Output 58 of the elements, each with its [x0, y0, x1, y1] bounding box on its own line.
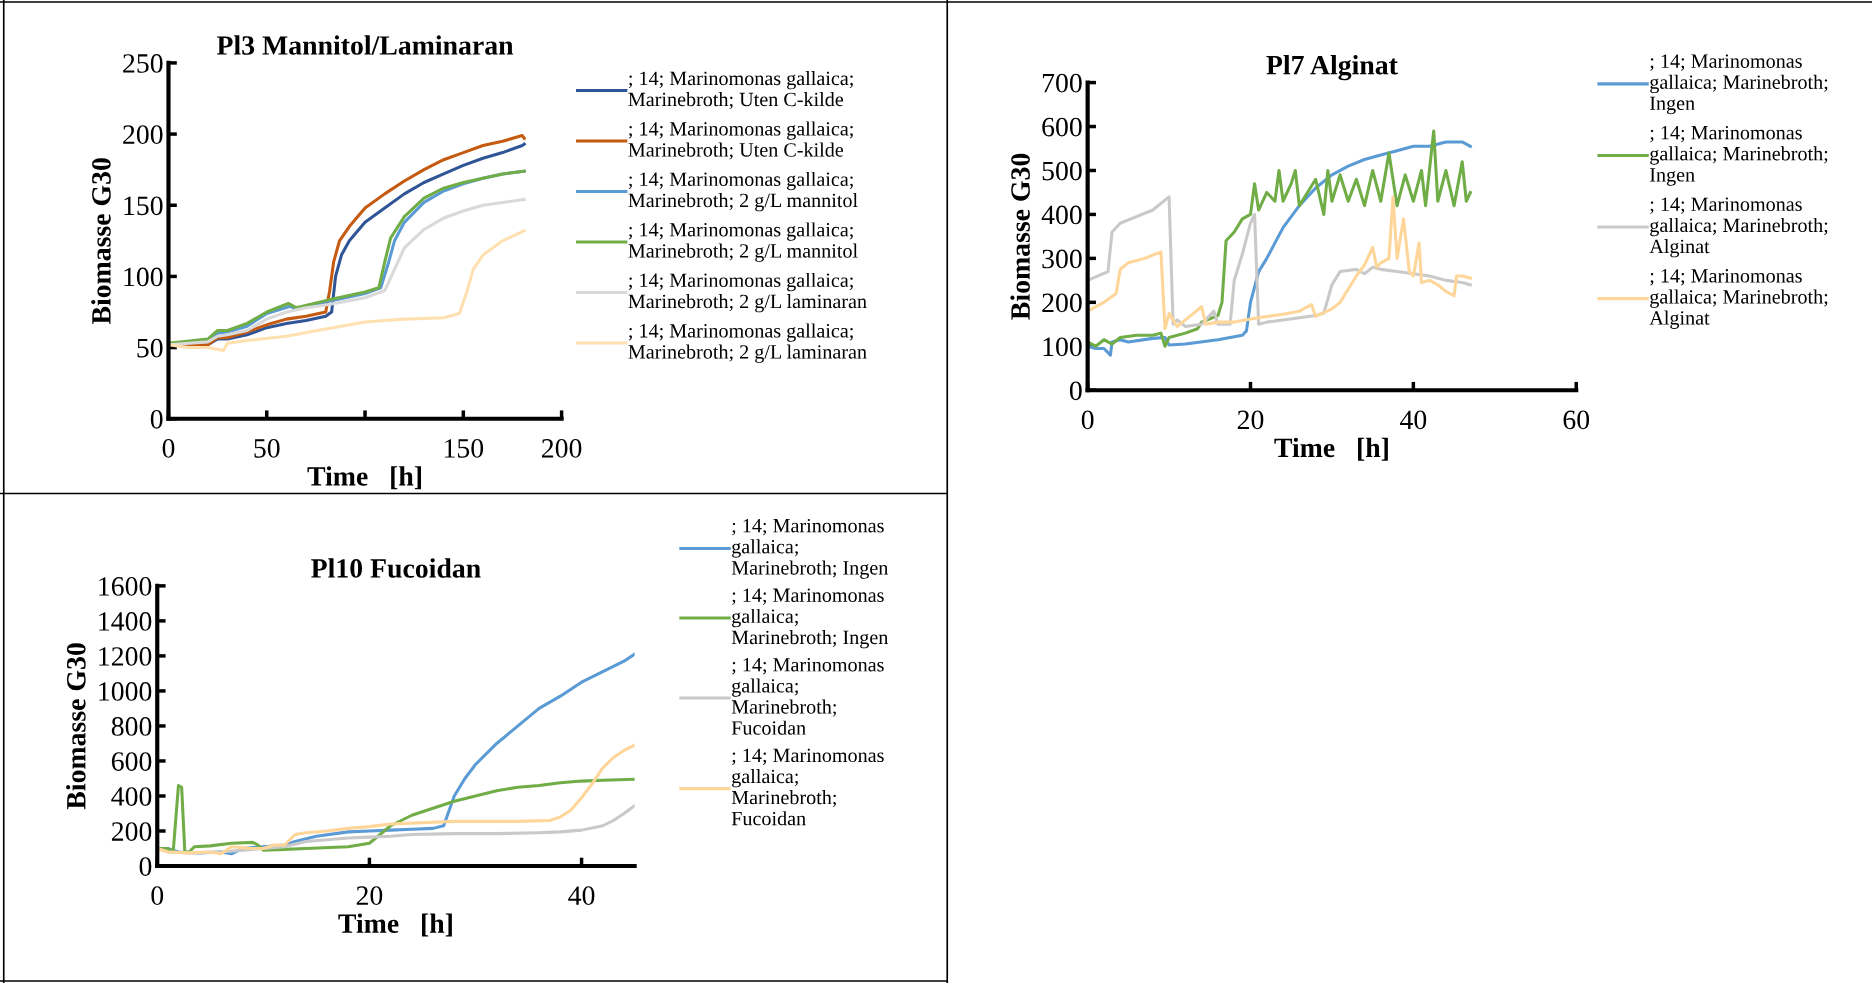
y-tick-label: 200	[111, 822, 152, 841]
y-tick-label: 100	[1043, 337, 1082, 357]
legend-label: ; 14; Marinomonas gallaica; Marinebroth; Ingen	[731, 518, 889, 579]
y-tick-label: 0	[139, 857, 152, 876]
x-tick-label: 40	[1400, 410, 1427, 430]
legend-label: ; 14; Marinomonas gallaica; Marinebroth; 2 g/L mannitol	[628, 222, 858, 262]
line-series	[157, 777, 635, 854]
x-axis-title: Time [h]	[338, 913, 452, 937]
x-tick-label: 150	[444, 439, 484, 458]
y-tick-label: 200	[1042, 293, 1082, 313]
y-tick-label: 200	[123, 125, 163, 144]
y-axis-title: Biomasse G30	[66, 643, 86, 810]
y-axis-title: Biomasse G30	[1010, 153, 1030, 320]
legend-label: ; 14; Marinomonas gallaica; Marinebroth; Fucoidan	[731, 748, 884, 826]
legend-label: ; 14; Marinomonas gallaica; Marinebroth; 2 g/L laminaran	[628, 272, 867, 313]
legend-label: ; 14; Marinomonas gallaica; Marinebroth; Uten C-kilde	[628, 121, 853, 160]
y-tick-label: 400	[111, 787, 152, 806]
legend-label: ; 14; Marinomonas gallaica; Marinebroth; Ingen	[731, 588, 889, 649]
x-tick-label: 40	[568, 886, 595, 906]
x-tick-label: 0	[162, 439, 175, 458]
y-tick-label: 700	[1042, 73, 1082, 93]
legend-label: ; 14; Marinomonas gallaica; Marinebroth; Uten C-kilde	[628, 70, 853, 110]
legend-label: ; 14; Marinomonas gallaica; Marinebroth; Alginat	[1649, 197, 1828, 258]
line-series	[168, 229, 526, 352]
x-axis-title: Time [h]	[307, 466, 421, 490]
y-tick-label: 600	[111, 752, 152, 771]
y-axis-title: Biomasse G30	[91, 158, 111, 325]
chart-title: Pl10 Fucoidan	[311, 558, 481, 578]
y-tick-label: 1000	[99, 682, 152, 701]
y-tick-label: 400	[1041, 205, 1082, 225]
legend-label: ; 14; Marinomonas gallaica; Marinebroth; Alginat	[1649, 269, 1828, 329]
y-tick-label: 50	[137, 338, 163, 358]
x-tick-label: 50	[254, 439, 280, 458]
x-tick-label: 20	[356, 886, 383, 906]
y-tick-label: 250	[123, 54, 163, 73]
legend-label: ; 14; Marinomonas gallaica; Marinebroth; Fucoidan	[731, 658, 884, 735]
legend-label: ; 14; Marinomonas gallaica; Marinebroth; 2 g/L laminaran	[628, 323, 867, 363]
y-tick-label: 100	[124, 267, 163, 287]
x-axis-title: Time [h]	[1274, 437, 1388, 461]
line-series	[168, 198, 526, 347]
y-tick-label: 1400	[99, 612, 152, 631]
legend-label: ; 14; Marinomonas gallaica; Marinebroth; Ingen	[1650, 125, 1828, 186]
y-tick-label: 300	[1042, 249, 1082, 269]
x-tick-label: 60	[1563, 410, 1590, 430]
x-tick-label: 200	[541, 439, 582, 458]
y-tick-label: 1200	[99, 647, 152, 666]
legend-label: ; 14; Marinomonas gallaica; Marinebroth; Ingen	[1650, 54, 1828, 115]
y-tick-label: 600	[1042, 117, 1082, 137]
legend-label: ; 14; Marinomonas gallaica; Marinebroth; 2 g/L mannitol	[628, 171, 858, 212]
y-tick-label: 150	[124, 196, 163, 216]
line-series	[157, 743, 635, 856]
y-tick-label: 1600	[99, 577, 152, 596]
x-tick-label: 20	[1237, 410, 1264, 430]
y-tick-label: 800	[111, 717, 152, 736]
chart-title: Pl7 Alginat	[1266, 54, 1398, 81]
chart-title: Pl3 Mannitol/Laminaran	[216, 35, 514, 55]
y-tick-label: 0	[1069, 381, 1082, 401]
y-tick-label: 500	[1042, 161, 1082, 181]
